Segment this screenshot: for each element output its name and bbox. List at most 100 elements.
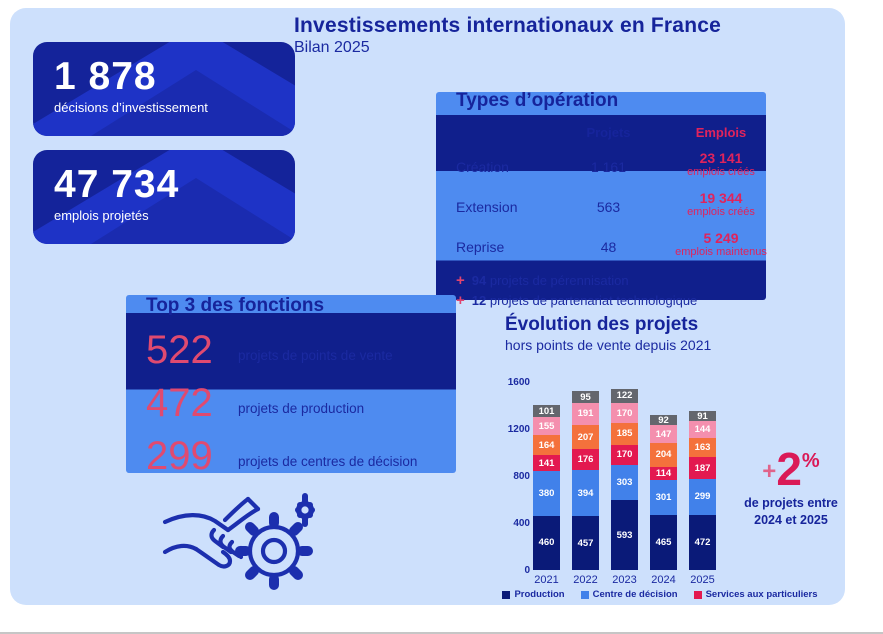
emplois-sublabel: emplois maintenus [675, 246, 767, 258]
chevron-pattern [33, 150, 295, 244]
segment-value: 301 [655, 492, 672, 504]
gear-outline-icon [235, 512, 313, 590]
kpi-label: décisions d’investissement [54, 99, 208, 115]
top3-value: 299 [146, 434, 213, 478]
chart-bars: 460 380 141 164 155 101 457 394 176 207 191 95 593 30… [533, 382, 716, 570]
chart-legend: Production Centre de décision Services aux… [502, 589, 818, 600]
bar-segment: 301 [650, 480, 677, 516]
emplois-sublabel: emplois créés [687, 166, 755, 178]
top3-label: projets de production [238, 400, 365, 416]
legend-item: Centre de décision [580, 589, 678, 600]
row-projets: 1 161 [590, 159, 627, 175]
segment-value: 147 [655, 428, 672, 440]
segment-value: 191 [577, 408, 594, 420]
segment-value: 101 [538, 405, 555, 417]
growth-annotation: +2% de projets entre 2024 et 2025 [732, 446, 845, 529]
growth-value: +2% [732, 446, 845, 492]
emplois-value: 19 344 [699, 190, 743, 206]
top3-item: 299 projets de centres de décision [146, 436, 476, 476]
emplois-sublabel: emplois créés [687, 206, 755, 218]
bar-segment: 114 [650, 466, 677, 481]
types-operation-section: Types d’opération Projets Emplois Créati… [456, 90, 786, 311]
accent-bar [436, 92, 766, 300]
bar-segment: 164 [533, 435, 560, 455]
bar-segment: 394 [572, 470, 599, 517]
emplois-value: 23 141 [699, 150, 743, 166]
segment-value: 144 [694, 424, 711, 436]
bar-segment: 472 [689, 514, 716, 570]
bar-segment: 147 [650, 425, 677, 443]
segment-value: 185 [616, 428, 633, 440]
bar-2025: 472 299 187 163 144 91 [689, 410, 716, 570]
bar-segment: 141 [533, 454, 560, 472]
note-value: 12 [471, 293, 487, 308]
chart-xlabels: 2021 2022 2023 2024 2025 [533, 574, 716, 586]
row-emplois: 5 249 emplois maintenus [656, 227, 786, 267]
bar-segment: 170 [611, 444, 638, 465]
page-title: Investissements internationaux en France [294, 14, 721, 37]
y-tick-label: 1600 [507, 377, 530, 388]
bar-segment: 170 [611, 403, 638, 424]
legend-label: Centre de décision [592, 589, 678, 600]
top3-section: Top 3 des fonctions 522 projets de point… [146, 295, 476, 476]
top3-value: 472 [146, 381, 213, 425]
row-emplois: 19 344 emplois créés [656, 187, 786, 227]
top3-value: 522 [146, 328, 213, 372]
kpi-value: 47 734 [54, 163, 180, 206]
bar-segment: 299 [689, 479, 716, 515]
x-tick-label: 2022 [573, 574, 598, 586]
x-tick-label: 2024 [651, 574, 676, 586]
segment-value: 95 [580, 391, 591, 403]
row-label: Extension [456, 199, 518, 215]
segment-value: 472 [694, 536, 711, 548]
legend-swatch [580, 590, 589, 599]
bar-segment: 122 [611, 388, 638, 404]
bar-segment: 144 [689, 421, 716, 439]
bar-segment: 465 [650, 515, 677, 570]
segment-value: 170 [616, 449, 633, 461]
bar-segment: 460 [533, 515, 560, 570]
row-emplois: 23 141 emplois créés [656, 147, 786, 187]
bar-2024: 465 301 114 204 147 92 [650, 414, 677, 570]
plus-icon: + [762, 458, 777, 485]
bar-segment: 457 [572, 516, 599, 570]
segment-value: 460 [538, 537, 555, 549]
y-tick-label: 800 [513, 471, 530, 482]
handshake-icon [162, 493, 315, 590]
bar-segment: 95 [572, 391, 599, 403]
segment-value: 465 [655, 537, 672, 549]
legend-item: Production [502, 589, 565, 600]
kpi-card-emplois: 47 734 emplois projetés [33, 150, 295, 244]
top3-label: projets de centres de décision [238, 453, 418, 469]
bar-segment: 163 [689, 438, 716, 458]
handshake-gears-icon [162, 486, 330, 599]
col-header-emplois: Emplois [695, 125, 747, 140]
segment-value: 457 [577, 537, 594, 549]
bar-segment: 380 [533, 471, 560, 516]
kpi-card-decisions: 1 878 décisions d’investissement [33, 42, 295, 136]
bar-segment: 155 [533, 417, 560, 436]
bar-2021: 460 380 141 164 155 101 [533, 405, 560, 570]
segment-value: 91 [697, 410, 708, 422]
legend-label: Services aux particuliers [705, 589, 818, 600]
segment-value: 155 [538, 420, 555, 432]
segment-value: 122 [616, 390, 633, 402]
top3-item: 472 projets de production [146, 383, 476, 423]
segment-value: 380 [538, 488, 555, 500]
plus-icon: + [456, 272, 465, 289]
y-tick-label: 0 [524, 565, 530, 576]
note-text: projets de pérennisation [489, 273, 629, 288]
notes: +94 projets de pérennisation +12 projets… [456, 271, 786, 311]
segment-value: 207 [577, 431, 594, 443]
segment-value: 92 [658, 414, 669, 426]
segment-value: 204 [655, 449, 672, 461]
bar-segment: 92 [650, 414, 677, 426]
infographic-canvas: Investissements internationaux en France… [10, 8, 845, 605]
legend-swatch [502, 590, 511, 599]
section-title: Top 3 des fonctions [146, 295, 325, 316]
page-subtitle: Bilan 2025 [294, 39, 370, 56]
plus-icon: + [456, 292, 465, 309]
segment-value: 593 [616, 529, 633, 541]
row-projets: 48 [600, 239, 617, 255]
